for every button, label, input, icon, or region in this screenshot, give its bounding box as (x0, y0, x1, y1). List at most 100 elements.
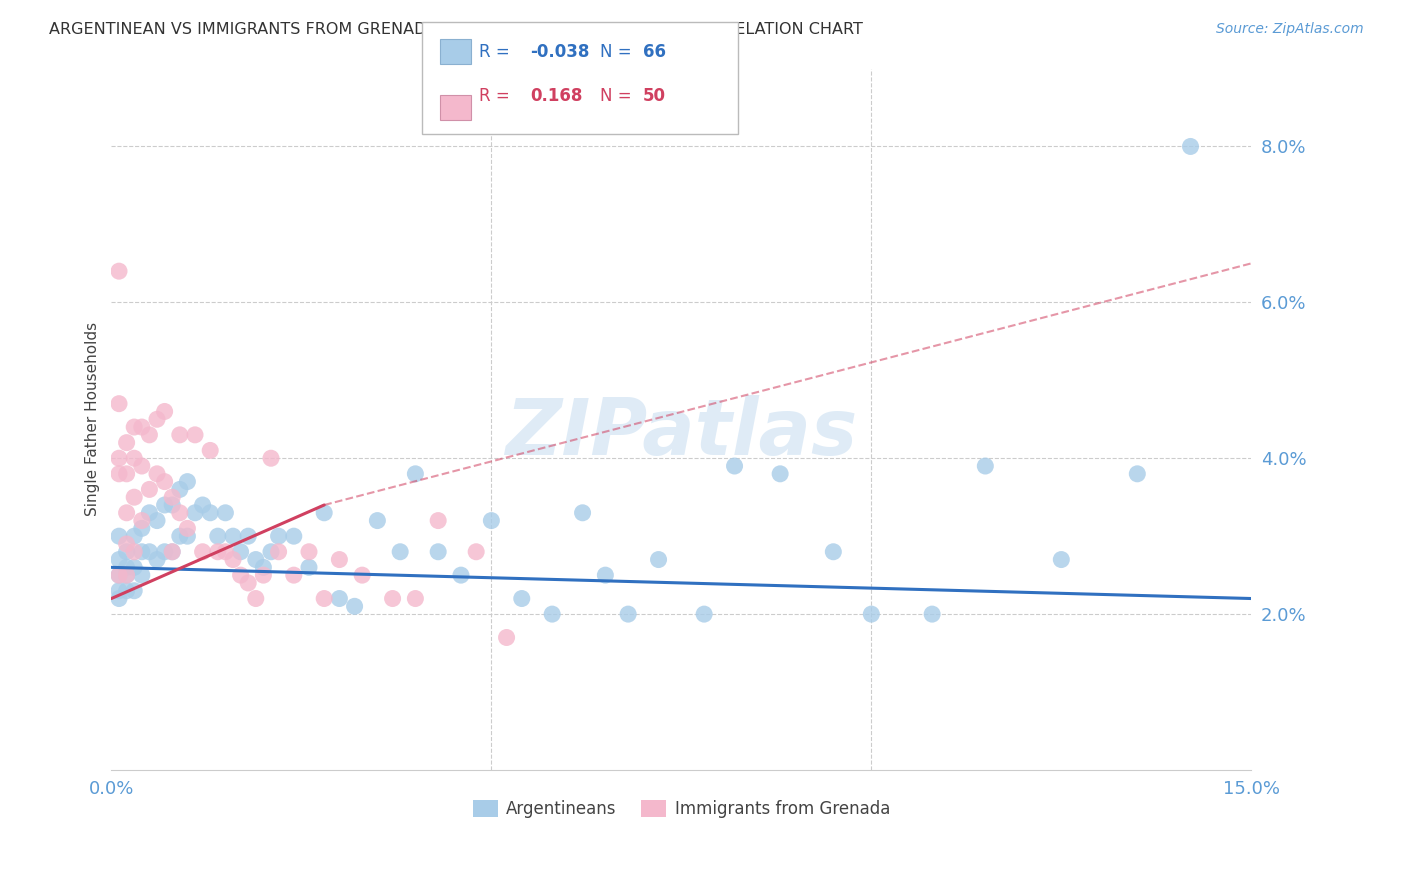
Point (169, 506, 191, 520)
Point (131, 568, 153, 582)
Point (214, 545, 236, 559)
Text: R =: R = (479, 87, 516, 104)
Text: -0.038: -0.038 (530, 43, 589, 61)
Point (974, 458, 997, 473)
Point (283, 529, 305, 543)
Point (122, 451, 145, 466)
Point (427, 514, 450, 528)
Point (122, 583, 145, 598)
Point (352, 568, 374, 582)
Point (921, 607, 943, 621)
Point (1126, 467, 1149, 481)
Point (617, 607, 640, 621)
Point (207, 529, 229, 543)
Point (366, 514, 388, 528)
Point (214, 506, 236, 520)
Point (160, 498, 183, 512)
Point (176, 475, 198, 489)
Point (404, 467, 426, 481)
Point (115, 435, 138, 450)
Point (108, 591, 131, 606)
Point (404, 591, 426, 606)
Point (131, 514, 153, 528)
Text: ZIPatlas: ZIPatlas (505, 395, 858, 471)
Point (115, 560, 138, 574)
Point (160, 545, 183, 559)
Point (207, 545, 229, 559)
Point (169, 483, 191, 497)
Point (169, 427, 191, 442)
Point (115, 506, 138, 520)
Point (343, 599, 366, 614)
Point (389, 545, 412, 559)
Point (108, 583, 131, 598)
Point (122, 529, 145, 543)
Point (479, 514, 502, 528)
Point (122, 545, 145, 559)
Point (238, 576, 260, 591)
Point (176, 521, 198, 535)
Point (108, 467, 131, 481)
Point (108, 529, 131, 543)
Point (153, 404, 176, 418)
Point (595, 568, 617, 582)
Point (823, 545, 845, 559)
Point (510, 591, 533, 606)
Point (860, 607, 883, 621)
Point (267, 529, 290, 543)
Point (252, 568, 274, 582)
Point (184, 427, 207, 442)
Point (131, 521, 153, 535)
Point (229, 545, 252, 559)
Point (647, 552, 669, 566)
Point (138, 483, 160, 497)
Point (495, 631, 517, 645)
Point (115, 568, 138, 582)
Point (229, 568, 252, 582)
Text: N =: N = (600, 43, 631, 61)
Point (298, 545, 321, 559)
Point (122, 560, 145, 574)
Point (122, 420, 145, 434)
Point (160, 545, 183, 559)
Point (138, 506, 160, 520)
Point (693, 607, 716, 621)
Point (115, 467, 138, 481)
Y-axis label: Single Father Households: Single Father Households (86, 322, 100, 516)
Point (571, 506, 593, 520)
Point (184, 506, 207, 520)
Point (108, 264, 131, 278)
Point (115, 583, 138, 598)
Point (153, 545, 176, 559)
Point (245, 591, 267, 606)
Point (723, 458, 745, 473)
Point (176, 529, 198, 543)
Point (146, 467, 169, 481)
Point (381, 591, 404, 606)
Text: 66: 66 (643, 43, 665, 61)
Legend: Argentineans, Immigrants from Grenada: Argentineans, Immigrants from Grenada (465, 793, 897, 825)
Point (200, 506, 222, 520)
Point (153, 475, 176, 489)
Point (222, 529, 245, 543)
Point (146, 552, 169, 566)
Point (108, 568, 131, 582)
Point (191, 545, 214, 559)
Text: N =: N = (600, 87, 631, 104)
Point (131, 545, 153, 559)
Point (260, 545, 283, 559)
Point (138, 427, 160, 442)
Text: Source: ZipAtlas.com: Source: ZipAtlas.com (1216, 22, 1364, 37)
Point (1050, 552, 1073, 566)
Point (222, 552, 245, 566)
Point (200, 443, 222, 458)
Point (252, 560, 274, 574)
Point (465, 545, 488, 559)
Point (115, 545, 138, 559)
Point (769, 467, 792, 481)
Point (328, 591, 350, 606)
Text: 50: 50 (643, 87, 665, 104)
Point (314, 506, 336, 520)
Point (298, 560, 321, 574)
Point (122, 490, 145, 504)
